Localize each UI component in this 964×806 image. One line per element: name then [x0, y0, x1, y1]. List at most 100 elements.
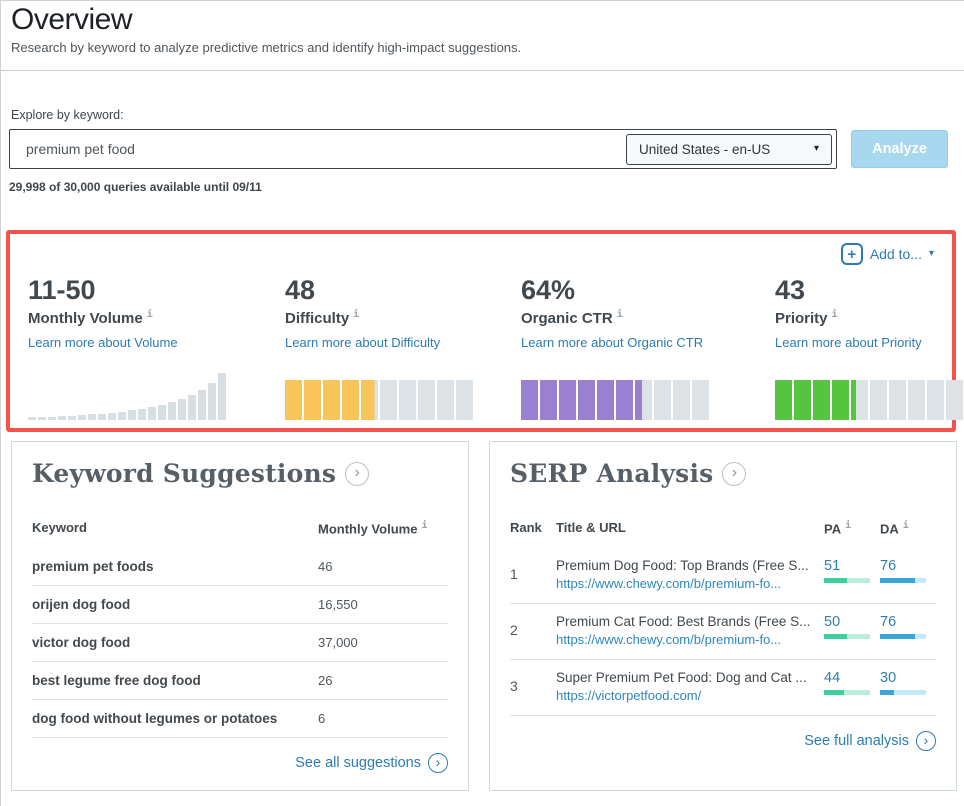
monthly-volume-value: 11-50: [28, 275, 96, 305]
pa-score-bar: [824, 634, 870, 640]
pa-score: 50: [824, 614, 841, 631]
volume-cell: 46: [318, 559, 333, 575]
page-subtitle: Research by keyword to analyze predictiv…: [11, 40, 522, 55]
organic-ctr-segment-bar: [521, 368, 775, 420]
col-header-keyword: Keyword: [32, 520, 87, 535]
see-full-analysis-link[interactable]: See full analysis: [804, 733, 909, 750]
serp-analysis-title: SERP Analysis: [510, 459, 714, 488]
analyze-button[interactable]: Analyze: [851, 130, 948, 168]
explore-by-keyword-label: Explore by keyword:: [11, 108, 124, 122]
metric-organic-ctr: 64% Organic CTR i Learn more about Organi…: [521, 275, 775, 420]
result-url-link[interactable]: https://www.chewy.com/b/premium-fo...: [556, 632, 782, 648]
result-url-link[interactable]: https://victorpetfood.com/: [556, 688, 702, 704]
info-icon[interactable]: i: [845, 520, 852, 531]
organic-ctr-value: 64%: [521, 275, 576, 305]
header-divider: [1, 70, 964, 71]
keyword-row: best legume free dog food 26: [32, 662, 448, 701]
metrics-panel-highlight: + Add to... ▾ 11-50 Monthly Volume i Lear…: [6, 230, 963, 432]
keyword-cell: best legume free dog food: [32, 673, 201, 689]
info-icon[interactable]: i: [831, 308, 838, 320]
add-to-label: Add to...: [869, 246, 922, 262]
da-score: 30: [880, 670, 897, 687]
query-quota-text: 29,998 of 30,000 queries available until…: [9, 180, 262, 194]
plus-icon: +: [840, 243, 863, 265]
learn-more-organic-ctr-link[interactable]: Learn more about Organic CTR: [521, 334, 704, 350]
keyword-row: premium pet foods 46: [32, 548, 448, 587]
keyword-row: dog food without legumes or potatoes 6: [32, 700, 448, 739]
pa-score: 51: [824, 558, 841, 575]
result-title[interactable]: Premium Dog Food: Top Brands (Free S...: [556, 558, 809, 574]
metric-monthly-volume: 11-50 Monthly Volume i Learn more about V…: [28, 275, 285, 420]
pa-score: 44: [824, 670, 841, 687]
col-header-rank: Rank: [510, 520, 542, 535]
da-score: 76: [880, 614, 897, 631]
keyword-cell: premium pet foods: [32, 559, 154, 575]
volume-cell: 37,000: [318, 635, 358, 651]
metric-difficulty: 48 Difficulty i Learn more about Difficul…: [285, 275, 521, 420]
priority-value: 43: [775, 275, 806, 305]
keyword-input[interactable]: [10, 130, 626, 168]
col-header-da: DA: [880, 521, 899, 537]
locale-dropdown-value: United States - en-US: [639, 141, 771, 157]
search-box: United States - en-US ▾: [9, 129, 837, 169]
volume-cell: 26: [318, 673, 333, 689]
pa-score-bar: [824, 578, 870, 584]
keyword-row: victor dog food 37,000: [32, 624, 448, 663]
da-score: 76: [880, 558, 897, 575]
rank-cell: 3: [510, 678, 518, 695]
info-icon[interactable]: i: [902, 520, 909, 531]
info-icon[interactable]: i: [421, 520, 428, 531]
da-score-bar: [880, 634, 926, 640]
priority-segment-bar: [775, 368, 963, 420]
col-header-pa: PA: [824, 521, 842, 537]
serp-row: 2 Premium Cat Food: Best Brands (Free S.…: [510, 604, 936, 661]
learn-more-priority-link[interactable]: Learn more about Priority: [775, 334, 922, 350]
keyword-suggestions-header: Keyword Monthly Volume i: [32, 512, 448, 548]
keyword-cell: orijen dog food: [32, 597, 131, 613]
serp-analysis-panel: SERP Analysis › Rank Title & URL PA i DA i…: [489, 441, 957, 791]
learn-more-difficulty-link[interactable]: Learn more about Difficulty: [285, 334, 441, 350]
chevron-down-icon: ▾: [813, 143, 819, 154]
serp-analysis-table: Rank Title & URL PA i DA i 1 Premium Dog F…: [510, 512, 936, 717]
organic-ctr-label: Organic CTR: [521, 309, 613, 327]
metric-priority: 43 Priority i Learn more about Priority: [775, 275, 963, 420]
serp-row: 3 Super Premium Pet Food: Dog and Cat ..…: [510, 660, 936, 717]
col-header-monthly-volume: Monthly Volume: [318, 521, 418, 537]
search-row: United States - en-US ▾ Analyze: [9, 129, 964, 169]
info-icon[interactable]: i: [616, 308, 623, 320]
rank-cell: 1: [510, 566, 518, 583]
pa-score-bar: [824, 690, 870, 696]
chevron-right-circle-icon[interactable]: ›: [722, 461, 747, 486]
keyword-row: orijen dog food 16,550: [32, 586, 448, 625]
priority-label: Priority: [775, 309, 828, 327]
panels-row: Keyword Suggestions › Keyword Monthly Vo…: [11, 441, 964, 791]
metrics-row: 11-50 Monthly Volume i Learn more about V…: [24, 275, 963, 420]
info-icon[interactable]: i: [353, 308, 360, 320]
chevron-right-circle-icon[interactable]: ›: [428, 753, 448, 774]
difficulty-segment-bar: [285, 368, 521, 420]
result-title[interactable]: Premium Cat Food: Best Brands (Free S...: [556, 614, 811, 630]
chevron-right-circle-icon[interactable]: ›: [916, 731, 936, 752]
da-score-bar: [880, 578, 926, 584]
chevron-right-circle-icon[interactable]: ›: [345, 461, 370, 486]
add-to-button[interactable]: + Add to... ▾: [840, 243, 934, 265]
difficulty-label: Difficulty: [285, 309, 350, 327]
col-header-title-url: Title & URL: [556, 520, 626, 535]
see-all-suggestions-link[interactable]: See all suggestions: [295, 755, 421, 772]
chevron-down-icon: ▾: [928, 248, 934, 259]
volume-cell: 6: [318, 711, 326, 727]
keyword-cell: victor dog food: [32, 635, 131, 651]
keyword-cell: dog food without legumes or potatoes: [32, 711, 278, 727]
learn-more-volume-link[interactable]: Learn more about Volume: [28, 334, 178, 350]
locale-dropdown[interactable]: United States - en-US ▾: [626, 133, 832, 165]
serp-analysis-header: Rank Title & URL PA i DA i: [510, 512, 936, 548]
serp-row: 1 Premium Dog Food: Top Brands (Free S..…: [510, 548, 936, 605]
result-title[interactable]: Super Premium Pet Food: Dog and Cat ...: [556, 670, 807, 686]
da-score-bar: [880, 690, 926, 696]
page-title: Overview: [11, 3, 133, 36]
keyword-suggestions-table: Keyword Monthly Volume i premium pet food…: [32, 512, 448, 739]
result-url-link[interactable]: https://www.chewy.com/b/premium-fo...: [556, 576, 782, 592]
monthly-volume-histogram: [28, 368, 285, 420]
difficulty-value: 48: [285, 275, 316, 305]
info-icon[interactable]: i: [146, 308, 153, 320]
